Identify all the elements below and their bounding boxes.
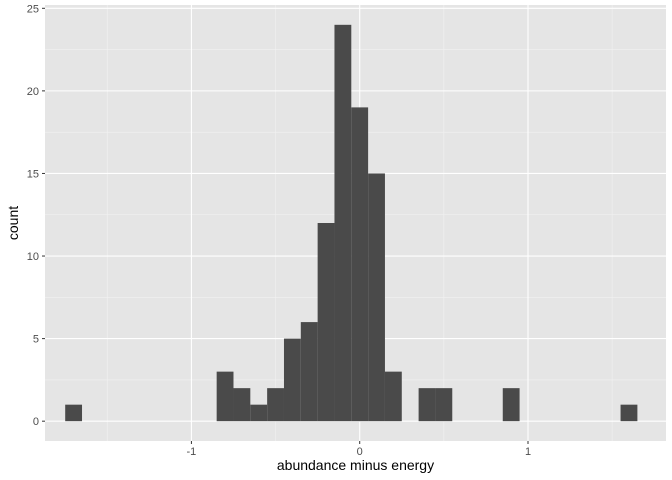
x-axis-title: abundance minus energy	[277, 457, 434, 473]
histogram-bar	[334, 24, 352, 422]
histogram-bar	[418, 388, 436, 422]
y-tick-label: 15	[27, 168, 39, 180]
y-tick-label: 10	[27, 251, 39, 263]
y-tick-label: 5	[33, 334, 39, 346]
x-tick-label: 0	[357, 446, 363, 458]
histogram-bar	[233, 388, 251, 422]
histogram-bar	[65, 404, 83, 422]
histogram-bar	[283, 338, 301, 422]
x-tick-label: 1	[525, 446, 531, 458]
y-axis: 0 5 10 15 20 25	[27, 3, 45, 428]
histogram-bar	[384, 371, 402, 422]
histogram-bar	[368, 173, 385, 422]
histogram-bar	[435, 388, 453, 422]
x-tick-label: -1	[187, 446, 197, 458]
y-tick-label: 0	[33, 416, 39, 428]
histogram-bar	[502, 388, 520, 422]
histogram-bars	[65, 24, 638, 422]
histogram-bar	[300, 322, 318, 422]
histogram-bar	[267, 388, 284, 422]
y-tick-label: 25	[27, 3, 39, 15]
x-axis: -1 0 1	[187, 441, 531, 458]
y-tick-label: 20	[27, 86, 39, 98]
histogram-bar	[351, 107, 369, 422]
y-axis-title: count	[5, 206, 21, 240]
histogram-bar	[620, 404, 638, 422]
histogram-bar	[216, 371, 234, 422]
histogram-bar	[317, 223, 335, 422]
histogram-bar	[250, 404, 268, 422]
